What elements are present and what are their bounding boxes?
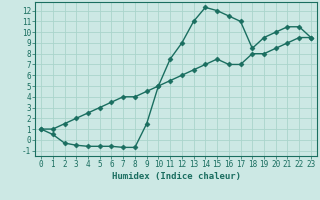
X-axis label: Humidex (Indice chaleur): Humidex (Indice chaleur) [111, 172, 241, 181]
